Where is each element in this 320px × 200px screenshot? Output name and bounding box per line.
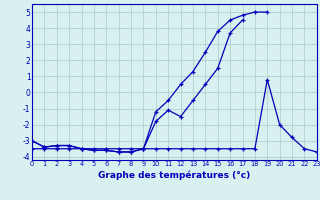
- X-axis label: Graphe des températures (°c): Graphe des températures (°c): [98, 170, 251, 180]
